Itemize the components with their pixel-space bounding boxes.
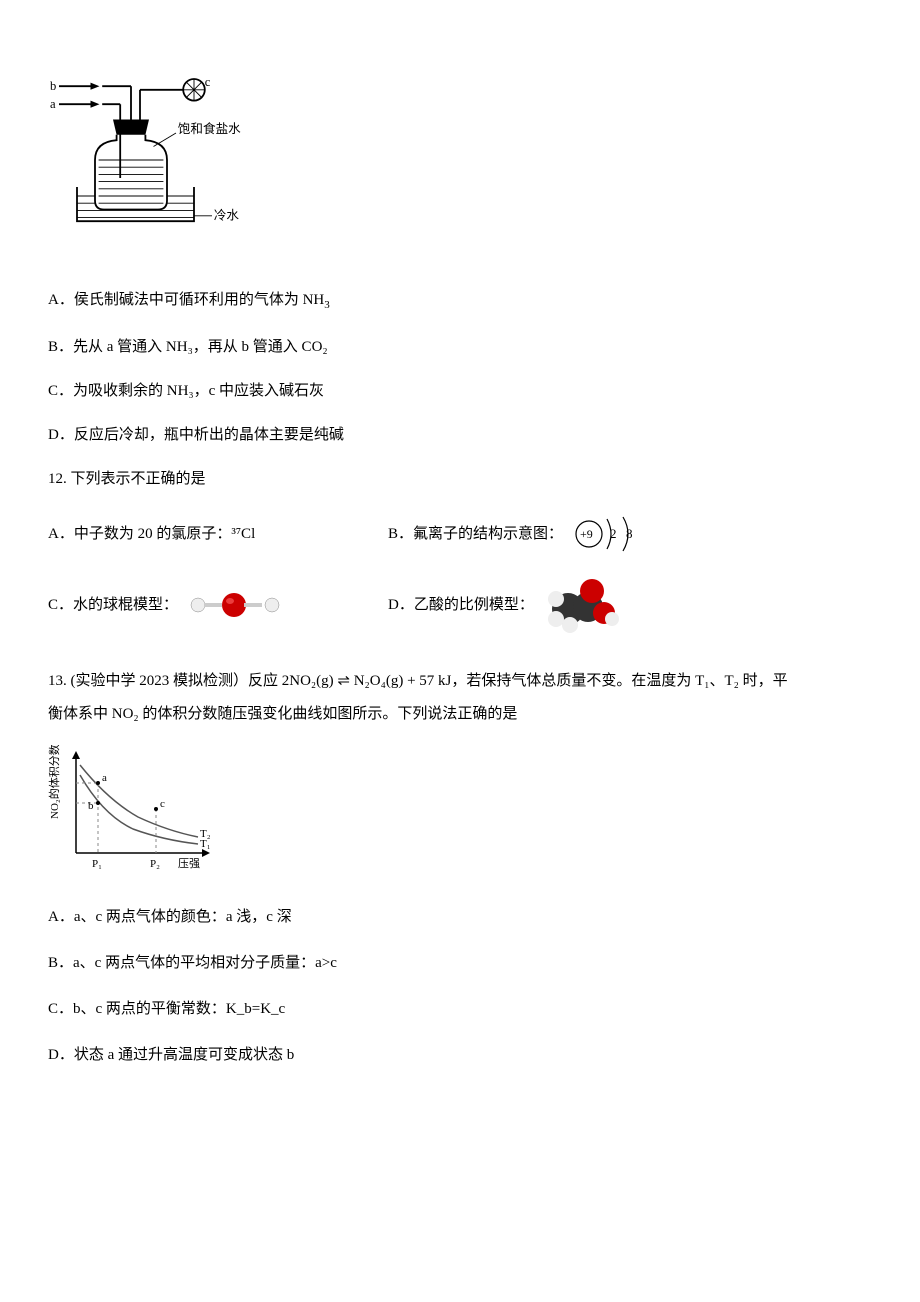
point-a: a (102, 772, 107, 784)
water-ball-stick-model (186, 589, 296, 621)
curve-t1: T₁ (200, 838, 211, 850)
q12-option-d: D．乙酸的比例模型： (388, 575, 622, 635)
q12-b-text: B．氟离子的结构示意图： (388, 522, 563, 546)
q12-row-cd: C．水的球棍模型： D．乙酸的比例模型： (48, 575, 872, 635)
tick-p2: P₂ (150, 858, 160, 870)
q11-d-text: D．反应后冷却，瓶中析出的晶体主要是纯碱 (48, 427, 344, 443)
q12-option-b: B．氟离子的结构示意图： +9 2 8 (388, 511, 641, 557)
q13-option-a: A．a、c 两点气体的颜色：a 浅，c 深 (48, 905, 872, 929)
point-c: c (160, 798, 165, 810)
xlabel: 压强 (178, 857, 200, 870)
q12-option-c: C．水的球棍模型： (48, 589, 388, 621)
shell2: 8 (626, 526, 633, 541)
q12-option-a: A．中子数为 20 的氯原子：³⁷Cl (48, 522, 388, 546)
q12-a-text: A．中子数为 20 的氯原子：³⁷Cl (48, 522, 255, 546)
label-cold: 冷水 (214, 208, 240, 222)
acetic-acid-space-filling-model (542, 575, 622, 635)
q12-stem-text: 12. 下列表示不正确的是 (48, 471, 206, 487)
q12-stem: 12. 下列表示不正确的是 (48, 467, 872, 491)
q13-stem-pre: 13. (实验中学 2023 模拟检测）反应 2NO₂(g) (48, 673, 337, 689)
shell1: 2 (610, 526, 617, 541)
q11-a-text: A．侯氏制碱法中可循环利用的气体为 (48, 292, 299, 308)
q11-b-text: B．先从 a 管通入 NH₃，再从 b 管通入 CO₂ (48, 339, 328, 355)
q13-a-text: A．a、c 两点气体的颜色：a 浅，c 深 (48, 909, 292, 925)
point-b: b (88, 800, 94, 812)
q11-option-b: B．先从 a 管通入 NH₃，再从 b 管通入 CO₂ (48, 335, 872, 359)
q11-c-text: C．为吸收剩余的 NH₃，c 中应装入碱石灰 (48, 383, 324, 399)
fluoride-ion-diagram: +9 2 8 (571, 511, 641, 557)
q13-d-text: D．状态 a 通过升高温度可变成状态 b (48, 1047, 294, 1063)
label-a: a (50, 97, 56, 111)
tick-p1: P₁ (92, 858, 102, 870)
q13-option-b: B．a、c 两点气体的平均相对分子质量：a>c (48, 951, 872, 975)
q11-option-c: C．为吸收剩余的 NH₃，c 中应装入碱石灰 (48, 379, 872, 403)
q12-d-text: D．乙酸的比例模型： (388, 593, 534, 617)
apparatus-diagram: b a c (48, 70, 872, 258)
ylabel: NO₂的体积分数 (48, 745, 61, 819)
label-b: b (50, 79, 56, 93)
nucleus-charge: +9 (580, 527, 593, 541)
q12-c-text: C．水的球棍模型： (48, 593, 178, 617)
q11-option-d: D．反应后冷却，瓶中析出的晶体主要是纯碱 (48, 423, 872, 447)
q13-c-text: C．b、c 两点的平衡常数：K_b=K_c (48, 1001, 285, 1017)
q13-stem-eq: ⇌ (337, 673, 350, 689)
q13-graph-svg: NO₂的体积分数 a b c T₂ T₁ P₁ P₂ 压强 (48, 745, 218, 875)
q13-option-d: D．状态 a 通过升高温度可变成状态 b (48, 1043, 872, 1067)
q13-stem: 13. (实验中学 2023 模拟检测）反应 2NO₂(g) ⇌ N₂O₄(g)… (48, 665, 872, 731)
q12-row-ab: A．中子数为 20 的氯原子：³⁷Cl B．氟离子的结构示意图： +9 2 8 (48, 511, 872, 557)
label-c: c (205, 75, 211, 89)
q13-stem-post1: N₂O₄(g) + 57 kJ，若保持气体总质量不变。在温度为 T₁、T₂ 时，… (350, 673, 788, 689)
q13-stem-line2: 衡体系中 NO₂ 的体积分数随压强变化曲线如图所示。下列说法正确的是 (48, 706, 517, 722)
q11-option-a: A．侯氏制碱法中可循环利用的气体为 NH3 (48, 288, 872, 315)
label-saline: 饱和食盐水 (178, 121, 241, 136)
q11-a-nh3-sub: 3 (324, 299, 330, 311)
q13-graph: NO₂的体积分数 a b c T₂ T₁ P₁ P₂ 压强 (48, 745, 872, 883)
apparatus-svg: b a c (48, 70, 268, 250)
q13-b-text: B．a、c 两点气体的平均相对分子质量：a>c (48, 955, 337, 971)
q13-option-c: C．b、c 两点的平衡常数：K_b=K_c (48, 997, 872, 1021)
q11-a-nh3: NH (303, 292, 325, 308)
